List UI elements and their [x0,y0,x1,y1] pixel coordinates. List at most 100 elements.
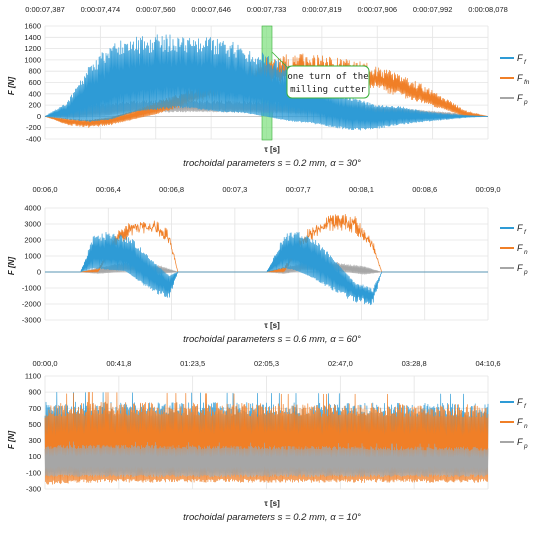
y-tick-label: 800 [28,67,41,76]
legend-subscript: f [524,59,527,66]
y-tick-labels: -300 -100 100 300 500 700 900 1100 [25,372,41,494]
time-tick-labels: 00:06,0 00:06,4 00:06,8 00:07,3 00:07,7 00:08… [32,185,500,194]
grid-lines [44,207,489,321]
time-tick-label: 0:00:08,078 [468,5,508,14]
legend-label: F [517,437,523,447]
x-axis-label: τ [s] [264,321,280,330]
y-tick-label: 900 [28,388,41,397]
y-axis-label: F [N] [7,77,16,96]
legend-subscript: f [524,229,527,236]
y-tick-label: 300 [28,436,41,445]
annotation-line-1: one turn of the [287,72,368,82]
legend-label: F [517,73,523,83]
y-tick-label: 100 [28,452,41,461]
series-group [44,34,488,131]
time-tick-label: 0:00:07,906 [357,5,397,14]
y-tick-label: 1600 [24,22,41,31]
y-tick-labels: -400 -200 0 200 400 600 800 1000 1200 1400 1600 [24,22,41,144]
legend-label: F [517,223,523,233]
legend-subscript: n [524,249,528,256]
series-fn [44,53,488,128]
chart-trochoidal-30deg: -400 -200 0 200 400 600 800 1000 1200 1400 1600 0:… [7,5,530,169]
legend-label: F [517,243,523,253]
time-tick-label: 00:06,8 [159,185,184,194]
chart-caption: trochoidal parameters s = 0.2 mm, α = 30… [183,158,361,169]
series-ff [44,34,488,131]
chart-trochoidal-60deg: -3000 -2000 -1000 0 1000 2000 3000 4000 00:06,0… [7,185,528,345]
y-tick-label: -2000 [22,300,41,309]
time-tick-label: 03:28,8 [402,359,427,368]
time-tick-label: 02:05,3 [254,359,279,368]
time-tick-label: 01:23,5 [180,359,205,368]
annotation-line-2: milling cutter [290,85,366,95]
time-tick-label: 00:06,0 [32,185,57,194]
time-tick-label: 00:08,1 [349,185,374,194]
y-tick-label: 1200 [24,44,41,53]
series-fp [44,441,489,478]
time-tick-label: 00:08,6 [412,185,437,194]
y-tick-label: 500 [28,420,41,429]
time-tick-label: 0:00:07,819 [302,5,342,14]
annotation-callout: one turn of the milling cutter [271,51,370,99]
y-tick-label: 600 [28,78,41,87]
time-tick-label: 00:00,0 [32,359,57,368]
legend-label: F [517,93,523,103]
y-tick-label: 1000 [24,252,41,261]
time-tick-label: 00:09,0 [475,185,500,194]
time-tick-label: 0:00:07,646 [191,5,231,14]
y-tick-label: 3000 [24,220,41,229]
series-fn [44,392,489,485]
y-tick-label: 1400 [24,33,41,42]
time-tick-label: 0:00:07,560 [136,5,176,14]
y-tick-label: 400 [28,89,41,98]
time-tick-label: 0:00:07,733 [247,5,287,14]
y-tick-label: 1100 [25,372,41,381]
time-tick-label: 0:00:07,387 [25,5,65,14]
x-axis-label: τ [s] [264,145,280,154]
y-tick-label: -300 [26,485,41,494]
y-axis-label: F [N] [7,431,16,450]
time-tick-labels: 00:00,0 00:41,8 01:23,5 02:05,3 02:47,0 03:28… [32,359,500,368]
y-tick-label: -1000 [22,284,41,293]
y-axis-label: F [N] [7,257,16,276]
legend-subscript: p [523,443,528,450]
x-axis-label: τ [s] [264,499,280,508]
time-tick-label: 04:10,6 [475,359,500,368]
y-tick-labels: -3000 -2000 -1000 0 1000 2000 3000 4000 [22,204,41,325]
series-ff [45,231,488,306]
series-group [45,213,488,306]
chart-caption: trochoidal parameters s = 0.6 mm, α = 60… [183,334,361,345]
legend-label: F [517,397,523,407]
y-tick-label: -200 [26,123,41,132]
legend-subscript: p [523,269,528,276]
legend-label: F [517,53,523,63]
legend-label: F [517,417,523,427]
time-tick-label: 0:00:07,992 [413,5,453,14]
series-group [44,392,489,485]
time-tick-label: 00:06,4 [96,185,121,194]
time-tick-label: 00:41,8 [106,359,131,368]
time-tick-labels: 0:00:07,387 0:00:07,474 0:00:07,560 0:00:07… [25,5,508,14]
y-tick-label: 0 [37,268,41,277]
y-tick-label: 4000 [24,204,41,213]
y-tick-label: -3000 [22,316,41,325]
time-tick-label: 02:47,0 [328,359,353,368]
legend-subscript: p [523,99,528,106]
y-tick-label: 200 [28,101,41,110]
legend-subscript: f [524,403,527,410]
y-tick-label: 2000 [24,236,41,245]
legend-label: F [517,263,523,273]
chart-caption: trochoidal parameters s = 0.2 mm, α = 10… [183,512,361,523]
